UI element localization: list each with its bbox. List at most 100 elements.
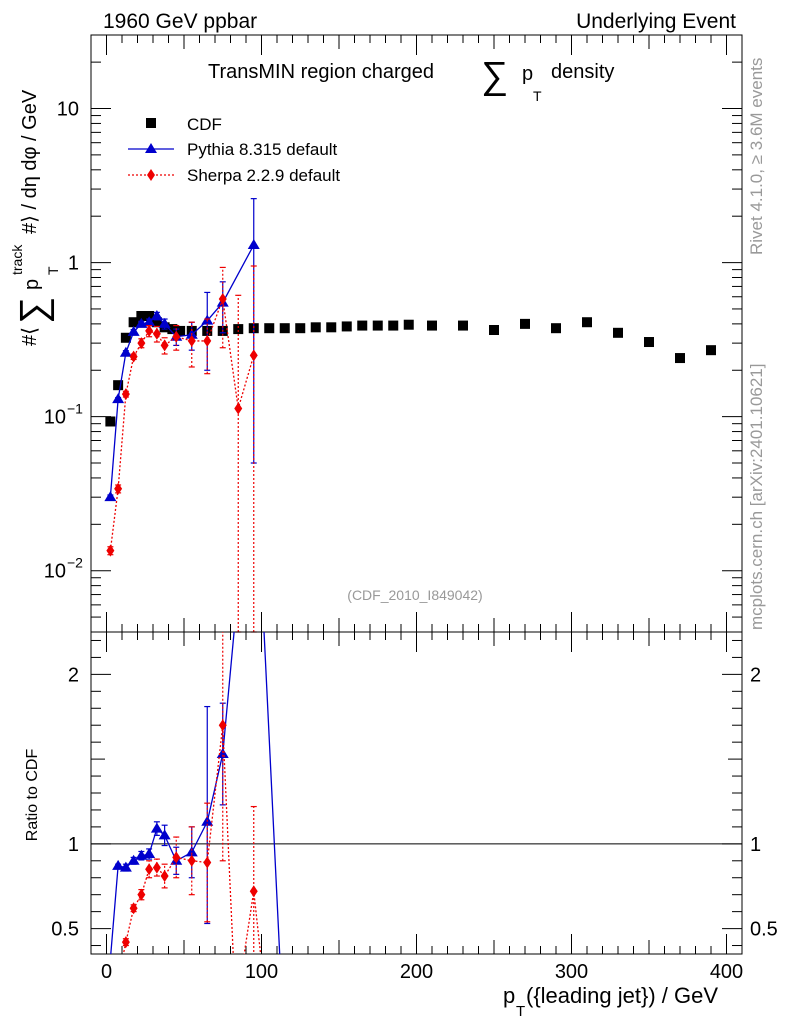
ratio-point xyxy=(152,861,161,874)
xlabel-rest: ({leading jet}) / GeV xyxy=(526,983,718,1008)
ratio-point xyxy=(187,854,196,867)
ratio-point xyxy=(150,822,163,833)
data-point xyxy=(218,293,227,306)
ratio-point xyxy=(127,854,140,865)
data-point xyxy=(520,318,530,329)
x-tick-label: 200 xyxy=(400,961,433,983)
header-right: Underlying Event xyxy=(576,10,736,33)
title-density: density xyxy=(551,61,614,83)
data-point xyxy=(172,330,181,343)
y-tick-label: 10 xyxy=(57,99,79,121)
ratio-point xyxy=(121,936,130,949)
data-point xyxy=(112,393,125,404)
legend-label-sherpa: Sherpa 2.2.9 default xyxy=(187,166,340,185)
ratio-point xyxy=(145,863,154,876)
legend-entry-pythia: Pythia 8.315 default xyxy=(128,140,338,159)
y-tick-label: 10 −1 xyxy=(44,401,83,429)
series-0 xyxy=(105,310,716,427)
ratio-y-tick-label-left: 0.5 xyxy=(51,919,79,941)
data-point xyxy=(326,322,337,333)
data-point xyxy=(613,327,623,338)
ratio-series-1 xyxy=(121,632,262,954)
ratio-tick-labels: 0.5 0.5 1 1 2 2 xyxy=(51,664,778,940)
data-point xyxy=(234,402,243,415)
legend-entry-cdf: CDF xyxy=(146,115,222,134)
xlabel-subscript: T xyxy=(516,1003,525,1020)
data-point xyxy=(310,322,321,333)
legend-entry-sherpa: Sherpa 2.2.9 default xyxy=(128,166,340,185)
title-p: p xyxy=(522,63,533,85)
data-point xyxy=(706,345,716,356)
data-point xyxy=(152,327,161,340)
data-point xyxy=(106,544,115,557)
y-tick-label: 10 −2 xyxy=(44,555,83,583)
data-point xyxy=(144,310,155,321)
x-tick-label: 400 xyxy=(710,961,743,983)
ratio-series-layer xyxy=(110,632,281,954)
main-series-layer xyxy=(104,198,716,633)
title-subscript: T xyxy=(533,88,542,104)
data-point xyxy=(145,324,154,337)
ratio-point xyxy=(158,829,171,840)
x-tick-label: 0 xyxy=(101,961,112,983)
data-point xyxy=(372,320,383,331)
series-line xyxy=(109,298,255,551)
legend-marker-cdf xyxy=(146,118,156,128)
xlabel-p: p xyxy=(503,983,515,1008)
data-point xyxy=(129,350,138,363)
legend-label-pythia: Pythia 8.315 default xyxy=(187,140,338,159)
ylabel-hash: #⟨ xyxy=(19,327,41,346)
data-point xyxy=(341,321,352,332)
data-point xyxy=(104,491,117,502)
data-point xyxy=(175,325,186,336)
ratio-y-tick-label-left: 1 xyxy=(68,834,79,856)
data-point xyxy=(489,325,499,336)
data-point xyxy=(427,320,437,331)
data-point xyxy=(119,346,132,357)
ratio-point xyxy=(160,870,169,883)
ylabel-subscript: T xyxy=(45,266,61,275)
title-text: TransMIN region charged xyxy=(208,61,434,83)
title-sum-symbol: ∑ xyxy=(481,55,508,97)
analysis-watermark: (CDF_2010_I849042) xyxy=(347,587,482,603)
y-tick-label-value: 10 xyxy=(57,99,79,121)
data-point xyxy=(357,320,368,331)
data-point xyxy=(403,319,414,330)
data-point xyxy=(167,324,178,335)
ratio-y-tick-label-right: 0.5 xyxy=(750,919,778,941)
series-1 xyxy=(104,198,260,502)
legend-marker-pythia xyxy=(145,143,157,153)
data-point xyxy=(264,323,275,334)
header-left: 1960 GeV ppbar xyxy=(103,10,257,33)
data-point xyxy=(249,349,258,362)
x-tick-labels: 0 100 200 300 400 xyxy=(101,961,743,983)
y-tick-label-exponent: −2 xyxy=(67,555,83,571)
ratio-y-tick-label-left: 2 xyxy=(68,664,79,686)
ratio-point xyxy=(119,861,132,872)
legend: CDF Pythia 8.315 default Sherpa 2.2.9 de… xyxy=(128,115,340,185)
legend-marker-sherpa xyxy=(147,169,155,181)
plot-title: TransMIN region charged ∑ p T density xyxy=(208,55,614,104)
data-point xyxy=(150,309,163,320)
ratio-series-0 xyxy=(110,632,281,954)
data-point xyxy=(121,388,130,401)
ratio-point xyxy=(143,848,156,859)
main-axis-ticks xyxy=(90,34,743,633)
data-point xyxy=(137,337,146,350)
ratio-series-line xyxy=(110,632,281,954)
data-point xyxy=(143,316,156,327)
data-point xyxy=(113,380,124,391)
data-point xyxy=(458,320,468,331)
y-tick-label-exponent: −1 xyxy=(67,401,83,417)
x-tick-label: 300 xyxy=(555,961,588,983)
ratio-point xyxy=(172,851,181,864)
x-tick-label: 100 xyxy=(245,961,278,983)
ratio-y-tick-label-right: 1 xyxy=(750,834,761,856)
data-point xyxy=(203,334,212,347)
data-point xyxy=(120,332,131,343)
data-point xyxy=(388,320,399,331)
data-point xyxy=(151,317,162,328)
